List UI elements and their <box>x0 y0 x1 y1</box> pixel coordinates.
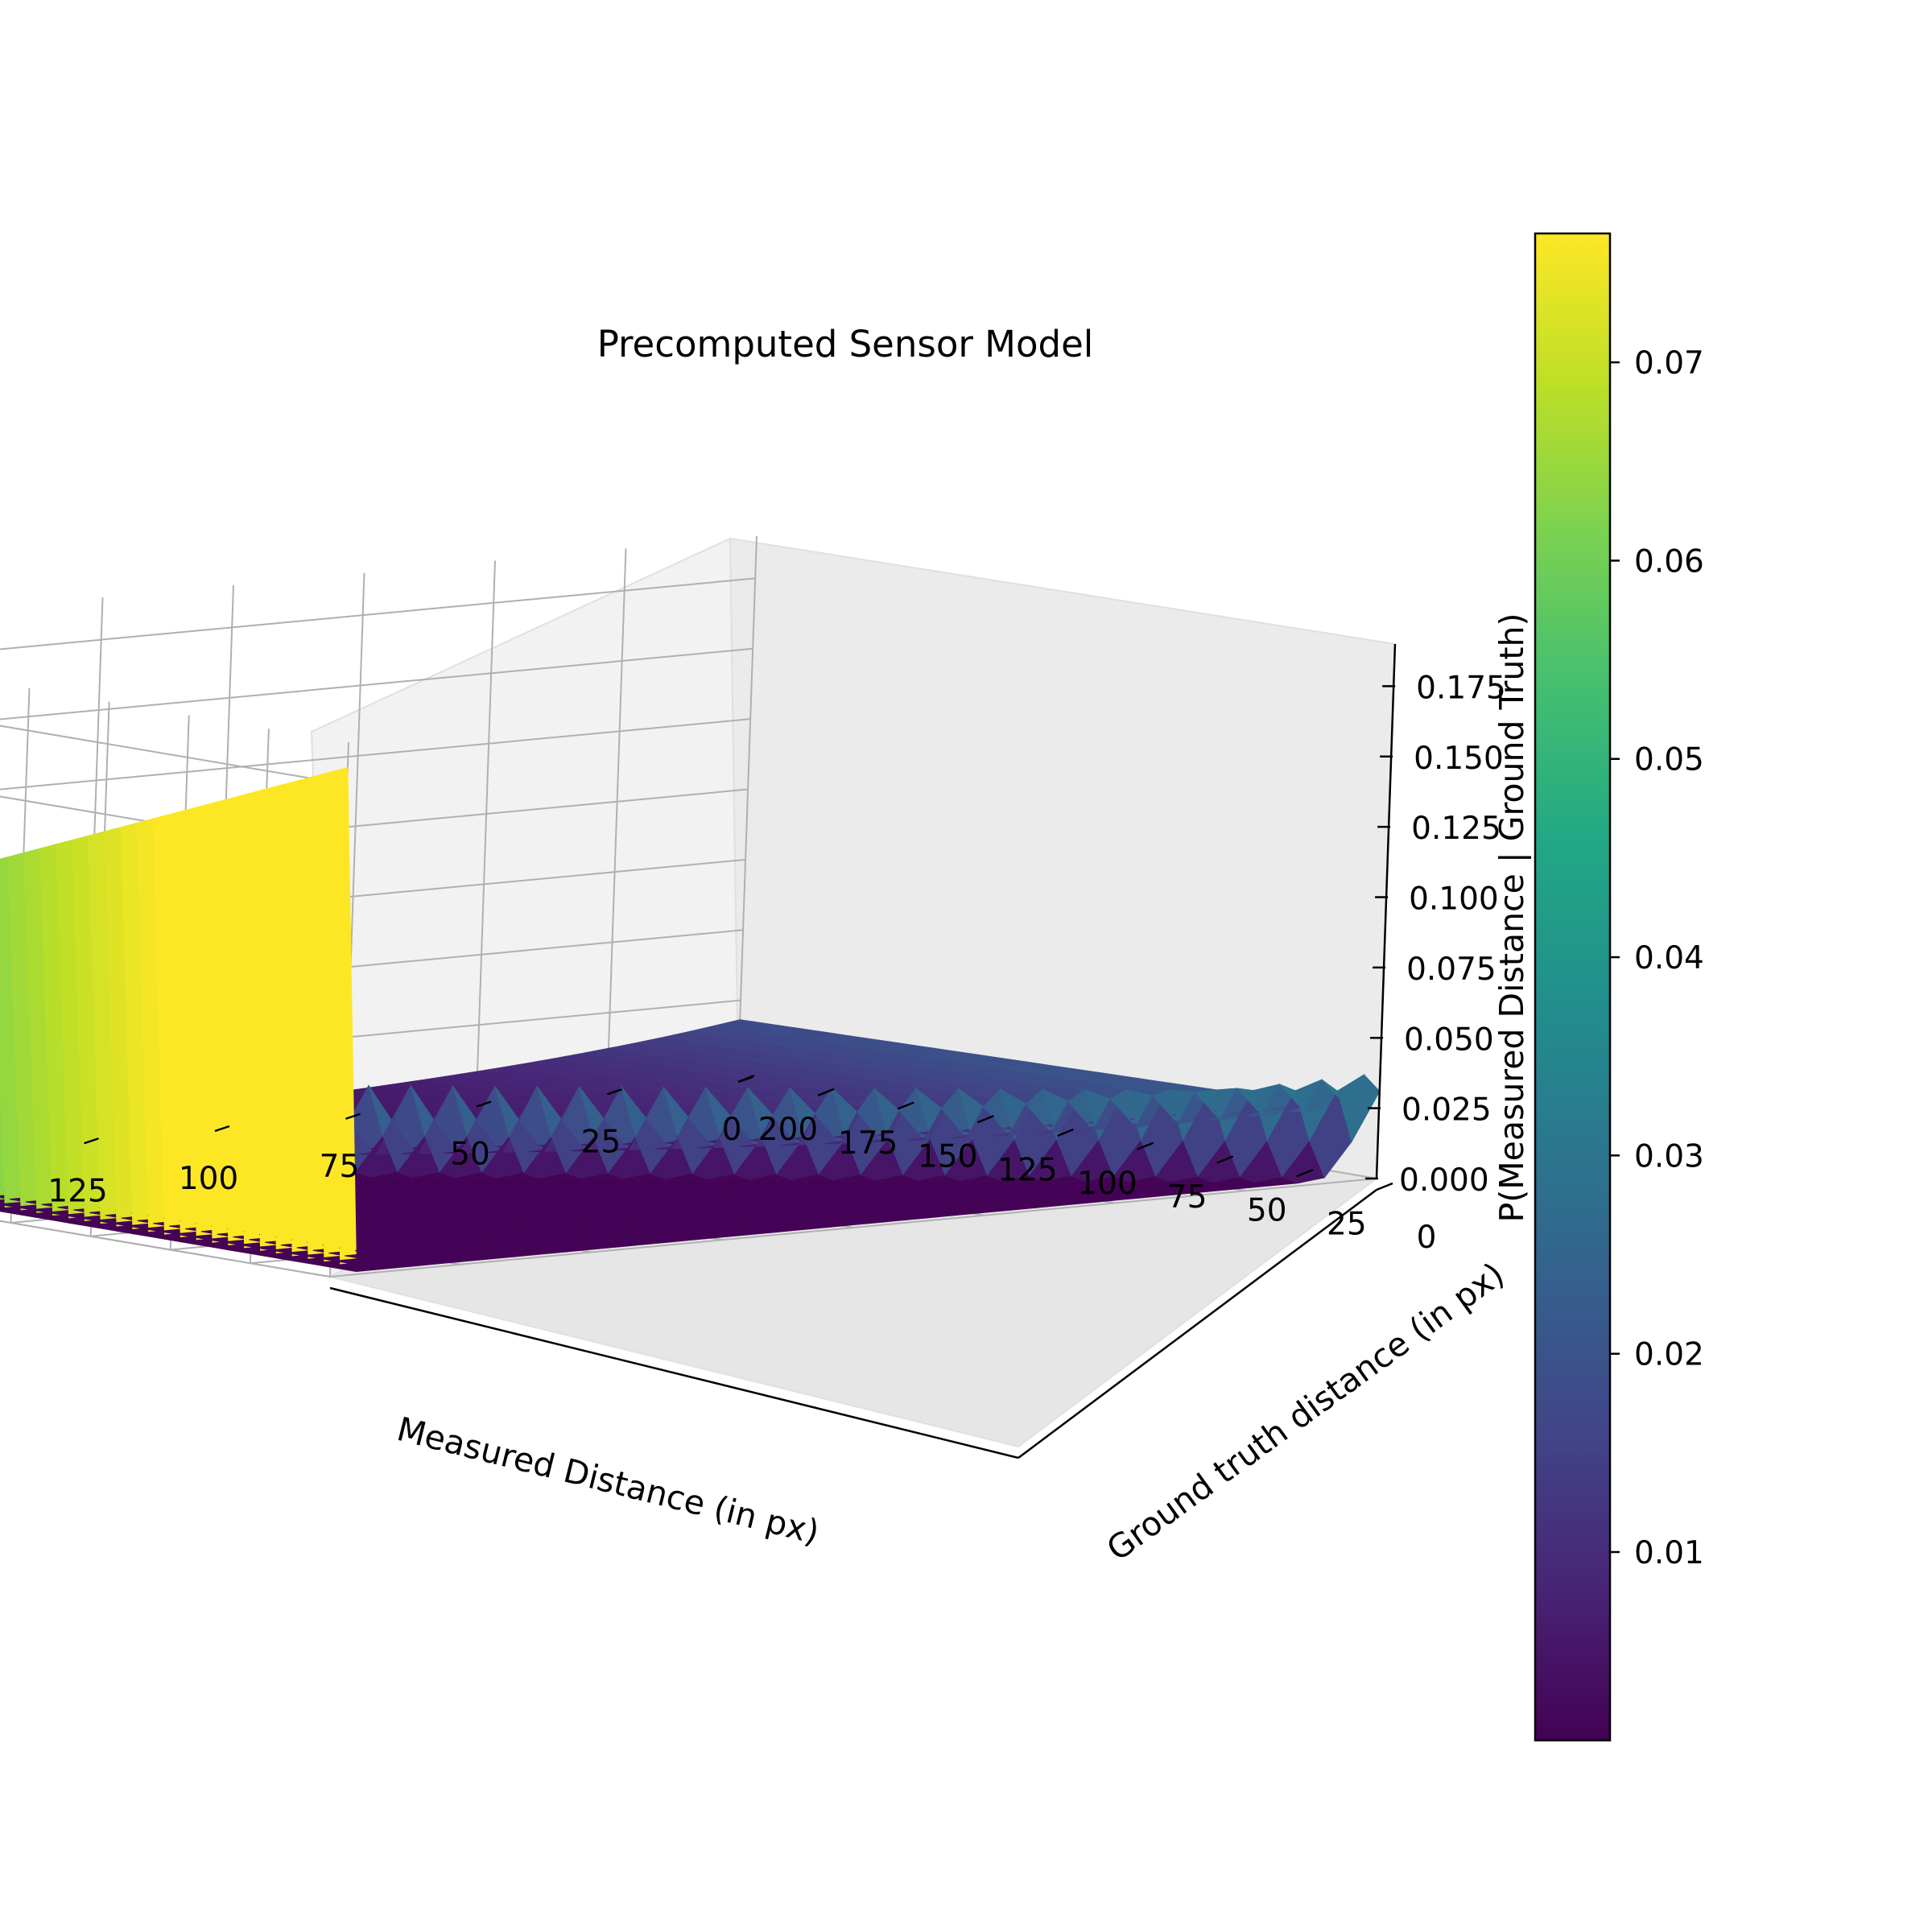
colorbar-ticks: 0.01 0.02 0.03 0.04 0.05 0.06 0.07 <box>1610 345 1704 1571</box>
z-tick-label: 0.150 <box>1414 741 1504 777</box>
x-tick-label: 0 <box>722 1112 742 1148</box>
x-tick <box>476 1100 492 1108</box>
y-tick-label: 125 <box>997 1152 1057 1188</box>
colorbar-tick-label: 0.02 <box>1634 1337 1704 1373</box>
x-tick-label: 25 <box>581 1124 621 1160</box>
surface-plot <box>0 766 1381 1273</box>
x-tick <box>84 1137 99 1145</box>
y-tick <box>817 1088 835 1096</box>
y-tick-label: 0 <box>1417 1220 1437 1256</box>
z-tick-label: 0.075 <box>1406 952 1496 988</box>
z-tick-label: 0.100 <box>1409 881 1499 918</box>
y-tick-label: 150 <box>918 1139 977 1175</box>
colorbar: 0.01 0.02 0.03 0.04 0.05 0.06 0.07 <box>1534 232 1704 1742</box>
z-axis-line <box>1375 643 1397 1179</box>
chart-title: Precomputed Sensor Model <box>597 323 1094 365</box>
z-tick-label: 0.050 <box>1404 1022 1494 1058</box>
z-tick-label: 0.125 <box>1411 811 1501 847</box>
gridline-z <box>0 577 756 786</box>
x-tick <box>345 1113 361 1120</box>
y-tick-label: 25 <box>1327 1206 1367 1242</box>
x-axis-line <box>329 1286 1019 1459</box>
y-tick-label: 200 <box>758 1112 818 1148</box>
gridline-z <box>0 647 753 856</box>
z-axis-label: P(Measured Distance | Ground Truth) <box>1492 613 1531 1223</box>
z-tick-label: 0.025 <box>1402 1092 1492 1129</box>
y-tick <box>1137 1141 1154 1150</box>
y-tick <box>1216 1155 1234 1164</box>
x-tick-label: 50 <box>450 1137 490 1173</box>
colorbar-gradient <box>1534 232 1612 1742</box>
y-tick <box>1296 1169 1314 1178</box>
colorbar-tick-label: 0.06 <box>1634 543 1704 580</box>
colorbar-tick-label: 0.07 <box>1634 345 1704 382</box>
y-tick <box>1057 1128 1074 1137</box>
x-axis: 200 175 150 125 100 75 50 25 0 <box>47 1075 1019 1459</box>
y-tick <box>737 1074 755 1084</box>
y-tick-label: 50 <box>1247 1193 1287 1229</box>
y-tick <box>897 1101 914 1110</box>
x-tick-label: 125 <box>47 1173 107 1209</box>
z-axis: 0.000 0.025 0.050 0.075 0.100 0.125 0.150 0.175 <box>1365 643 1506 1199</box>
y-tick-label: 175 <box>838 1125 898 1162</box>
colorbar-tick-label: 0.05 <box>1634 742 1704 778</box>
y-tick-label: 100 <box>1077 1166 1137 1202</box>
x-tick <box>214 1125 230 1133</box>
colorbar-tick-label: 0.03 <box>1634 1138 1704 1174</box>
x-tick <box>607 1088 622 1096</box>
surface-patch <box>1336 1074 1381 1143</box>
z-tick-label: 0.175 <box>1416 670 1506 706</box>
x-tick-label: 100 <box>179 1161 238 1197</box>
y-axis: 0 25 50 75 100 125 150 175 200 <box>737 1074 1437 1459</box>
z-tick-label: 0.000 <box>1399 1162 1489 1199</box>
y-tick <box>976 1115 994 1124</box>
y-tick <box>1376 1182 1393 1191</box>
y-tick-label: 75 <box>1167 1179 1208 1216</box>
colorbar-tick-label: 0.04 <box>1634 940 1704 976</box>
y-axis-line <box>1018 1188 1377 1459</box>
x-tick-label: 75 <box>320 1149 360 1185</box>
colorbar-tick-label: 0.01 <box>1634 1535 1704 1571</box>
